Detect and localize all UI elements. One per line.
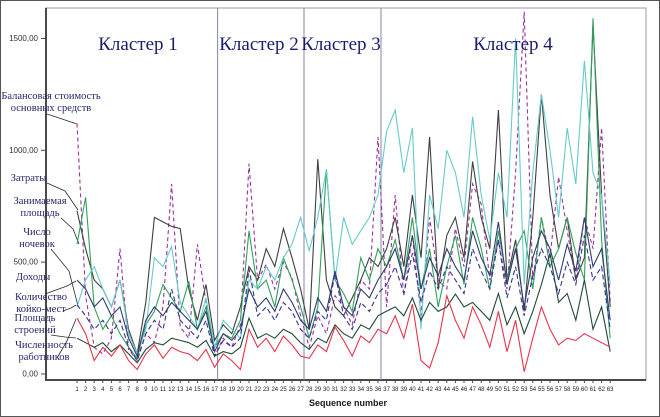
x-tick-label: 23 [263,387,270,393]
x-tick-label: 61 [590,387,597,393]
x-tick-label: 7 [127,387,131,393]
x-tick-label: 45 [452,387,459,393]
x-tick-label: 18 [220,387,227,393]
x-tick-label: 13 [177,387,184,393]
x-tick-label: 5 [110,387,114,393]
x-tick-label: 30 [323,387,330,393]
x-tick-label: 28 [306,387,313,393]
legend-callout-line [50,248,79,307]
x-tick-label: 8 [136,387,140,393]
x-tick-label: 52 [512,387,519,393]
x-tick-label: 3 [93,387,97,393]
series-label-employee-count: Численность работников [15,340,73,363]
x-tick-label: 36 [375,387,382,393]
x-tick-label: 26 [289,387,296,393]
x-tick-label: 57 [555,387,562,393]
y-tick-label: 500,00 [14,258,39,267]
x-tick-label: 59 [572,387,579,393]
x-tick-label: 44 [443,387,450,393]
series-label-costs: Затраты [10,173,47,184]
x-axis-title: Sequence number [308,398,388,408]
x-tick-label: 25 [280,387,287,393]
x-tick-label: 49 [486,387,493,393]
series-line-4 [76,38,611,356]
x-tick-label: 50 [495,387,502,393]
x-tick-label: 11 [160,387,167,393]
x-tick-label: 19 [228,387,235,393]
x-tick-label: 27 [297,387,304,393]
x-tick-label: 53 [521,387,528,393]
x-tick-label: 1 [75,387,79,393]
series-label-building-area: Площадь строений [14,313,56,336]
x-tick-label: 62 [598,387,605,393]
series-line-1 [76,11,611,362]
x-tick-label: 14 [185,387,192,393]
x-tick-label: 15 [194,387,201,393]
legend-callout-line [50,334,77,339]
series-label-occupied-area: Занимаемая площадь [13,196,67,219]
x-tick-label: 22 [254,387,261,393]
x-tick-label: 12 [168,387,175,393]
x-tick-label: 20 [237,387,244,393]
x-tick-label: 16 [203,387,210,393]
x-tick-label: 58 [564,387,571,393]
x-tick-label: 21 [246,387,253,393]
cluster-4-label: Кластер 4 [473,34,553,55]
x-tick-label: 32 [340,387,347,393]
x-tick-label: 55 [538,387,545,393]
x-tick-label: 9 [144,387,148,393]
series-label-overnight-stays: Число ночевок [19,227,55,250]
series-line-8 [76,293,611,372]
x-tick-label: 29 [314,387,321,393]
x-tick-label: 35 [366,387,373,393]
cluster-1-label: Кластер 1 [98,34,178,55]
x-tick-label: 42 [426,387,433,393]
legend-callout-line [46,182,79,211]
legend-callout-line [60,217,80,245]
x-tick-label: 33 [349,387,356,393]
legend-callout-line [56,318,77,359]
x-tick-label: 4 [101,387,105,393]
legend-callout-line [62,304,77,312]
x-tick-label: 41 [418,387,425,393]
series-line-7 [76,253,611,364]
series-line-6 [76,235,611,362]
x-tick-label: 40 [409,387,416,393]
x-tick-label: 63 [607,387,614,393]
x-tick-label: 10 [151,387,158,393]
y-tick-label: 1500,00 [9,34,38,43]
x-tick-label: 46 [461,387,468,393]
x-tick-label: 48 [478,387,485,393]
x-tick-label: 38 [392,387,399,393]
y-tick-label: 0,00 [22,370,38,379]
series-label-income: Доходы [15,272,51,283]
cluster-2-label: Кластер 2 [219,34,299,55]
legend-callout-line [44,280,77,295]
x-tick-label: 34 [357,387,364,393]
series-line-5 [76,217,611,358]
series-label-balance-value: Балансовая стоимость основных средств [1,91,101,114]
series-label-bed-count: Количество койко-мест [14,292,68,315]
series-line-3 [76,18,611,360]
x-tick-label: 39 [400,387,407,393]
x-tick-label: 37 [383,387,390,393]
x-tick-label: 2 [84,387,88,393]
x-tick-label: 60 [581,387,588,393]
x-tick-label: 17 [211,387,218,393]
x-tick-label: 31 [332,387,339,393]
y-tick-label: 1000,00 [9,146,38,155]
x-tick-label: 51 [504,387,511,393]
legend-callout-line [46,113,78,125]
cluster-3-label: Кластер 3 [301,34,381,55]
x-tick-label: 6 [118,387,122,393]
x-tick-label: 24 [271,387,278,393]
x-tick-label: 47 [469,387,476,393]
x-tick-label: 56 [547,387,554,393]
x-tick-label: 43 [435,387,442,393]
x-tick-label: 54 [529,387,536,393]
